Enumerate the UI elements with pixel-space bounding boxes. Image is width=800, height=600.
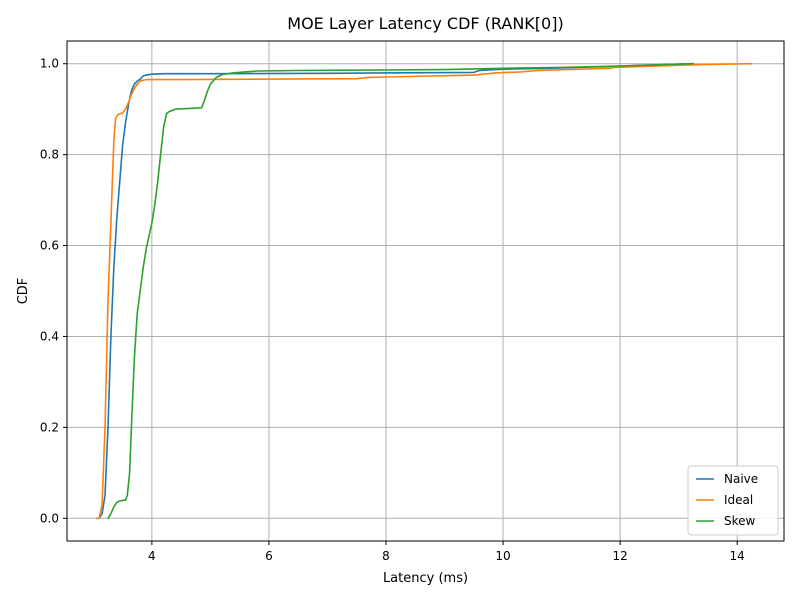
- y-tick-label: 0.6: [40, 239, 59, 253]
- x-axis-label: Latency (ms): [383, 571, 468, 586]
- x-tick-label: 12: [612, 549, 627, 563]
- x-tick-label: 4: [148, 549, 156, 563]
- y-tick-label: 1.0: [40, 57, 59, 71]
- legend-label-naive: Naive: [724, 472, 758, 486]
- series-line-ideal: [95, 62, 753, 520]
- y-tick-label: 0.8: [40, 148, 59, 162]
- axes-frame: [66, 40, 785, 542]
- legend: Naive Ideal Skew: [687, 465, 779, 536]
- y-axis-label: CDF: [16, 278, 31, 305]
- legend-box: [687, 465, 779, 536]
- y-tick-label: 0.0: [40, 511, 59, 525]
- x-tick-label: 6: [265, 549, 273, 563]
- x-tick-label: 14: [730, 549, 745, 563]
- series-line-naive: [98, 62, 695, 520]
- y-tick-label: 0.2: [40, 420, 59, 434]
- x-tick-label: 10: [495, 549, 510, 563]
- legend-label-skew: Skew: [724, 514, 756, 528]
- series-layer: [95, 62, 753, 520]
- x-tick-label: 8: [382, 549, 390, 563]
- chart-title: MOE Layer Latency CDF (RANK[0]): [287, 14, 563, 33]
- tick-marks: 4 6 8 10 12 14 0.0 0.2 0.4 0.6 0.8 1.0: [40, 57, 745, 563]
- grid-lines: [67, 41, 784, 541]
- series-line-skew: [107, 62, 695, 520]
- y-tick-label: 0.4: [40, 329, 59, 343]
- legend-label-ideal: Ideal: [724, 493, 753, 507]
